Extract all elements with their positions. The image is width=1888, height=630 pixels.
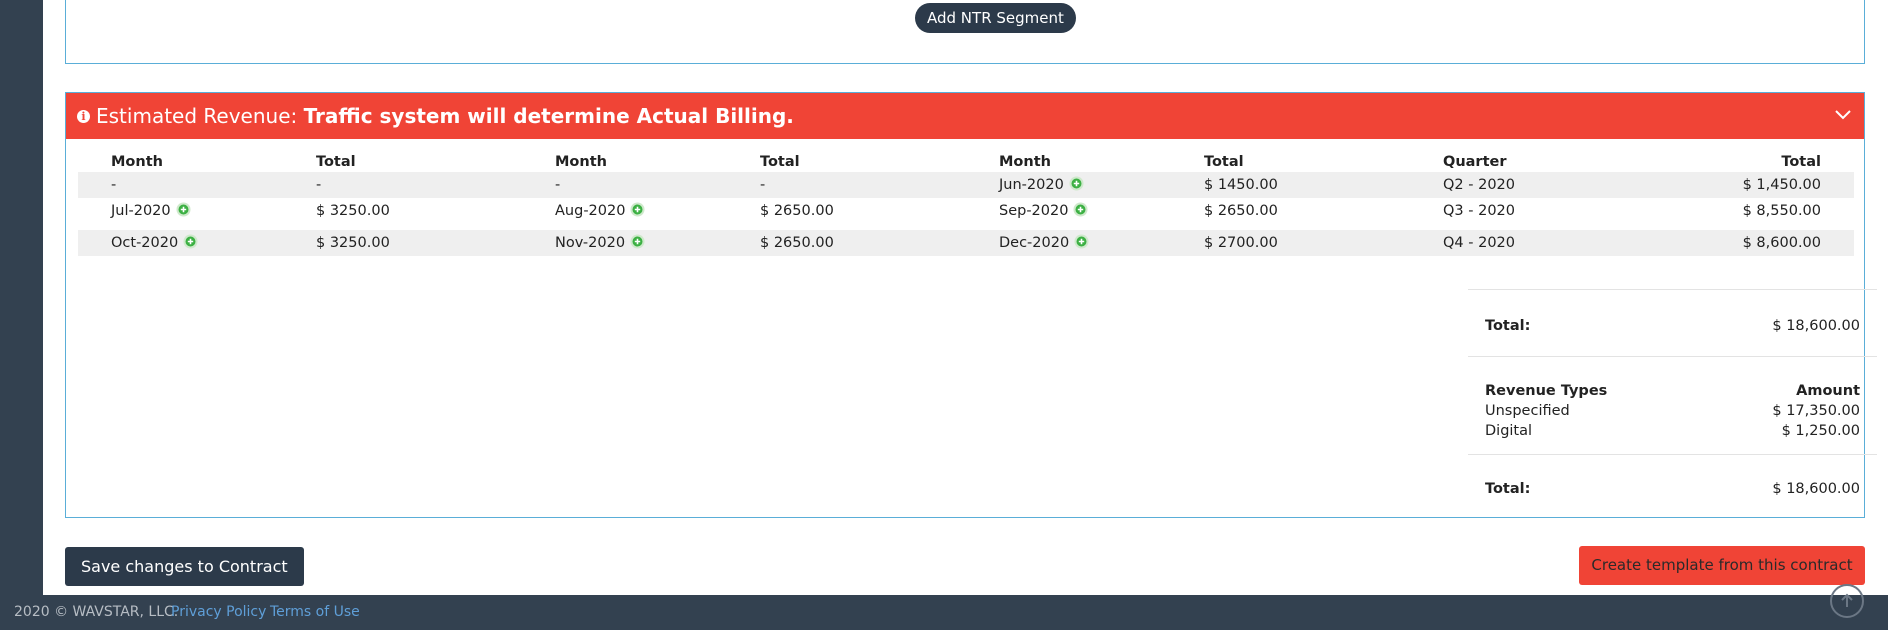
divider — [1468, 356, 1877, 357]
revenue-types-label: Revenue Types — [1485, 383, 1608, 399]
estimated-revenue-title: Estimated Revenue: Traffic system will d… — [96, 104, 794, 128]
plus-circle-icon[interactable] — [630, 202, 645, 217]
grand-total-row: Total: $ 18,600.00 — [1485, 479, 1860, 499]
column-header-total: Total — [316, 154, 356, 170]
total-cell: $ 2700.00 — [1204, 235, 1278, 251]
month-label: Oct-2020 — [111, 235, 179, 251]
divider — [1468, 454, 1877, 455]
month-label: Sep-2020 — [999, 203, 1069, 219]
copyright-text: 2020 © WAVSTAR, LLC. — [14, 604, 179, 620]
create-template-button[interactable]: Create template from this contract — [1579, 546, 1865, 585]
month-cell: Oct-2020 — [111, 230, 198, 256]
summary-total-row: Total: $ 18,600.00 — [1485, 316, 1860, 336]
column-header-quarter: Quarter — [1443, 154, 1507, 170]
table-row: Jul-2020 $ 3250.00 Aug-2020 $ 2650.00 Se… — [78, 198, 1854, 224]
quarter-cell: Q3 - 2020 — [1443, 203, 1515, 219]
amount-label: Amount — [1796, 383, 1860, 399]
revenue-types-header: Revenue Types Amount — [1485, 381, 1860, 401]
month-label: Aug-2020 — [555, 203, 626, 219]
estimated-revenue-header[interactable]: i Estimated Revenue: Traffic system will… — [66, 93, 1864, 139]
total-cell: $ 1450.00 — [1204, 177, 1278, 193]
plus-circle-icon[interactable] — [183, 234, 198, 249]
privacy-policy-link[interactable]: Privacy Policy — [171, 604, 267, 620]
month-cell: Dec-2020 — [999, 230, 1089, 256]
terms-of-use-link[interactable]: Terms of Use — [270, 604, 360, 620]
table-row: - - - - Jun-2020 $ 1450.00 Q2 - 2020 $ 1… — [78, 172, 1854, 198]
quarter-total-cell: $ 8,600.00 — [1742, 235, 1821, 251]
ntr-panel: Add NTR Segment — [65, 0, 1865, 64]
column-header-month: Month — [999, 154, 1051, 170]
estimated-revenue-prefix: Estimated Revenue: — [96, 104, 298, 128]
estimated-revenue-panel: i Estimated Revenue: Traffic system will… — [65, 92, 1877, 518]
total-cell: $ 3250.00 — [316, 235, 390, 251]
revenue-type-amount: $ 1,250.00 — [1781, 423, 1860, 439]
column-header-quarter-total: Total — [1781, 154, 1821, 170]
month-cell: - — [111, 177, 117, 193]
month-cell: Nov-2020 — [555, 230, 645, 256]
column-header-month: Month — [111, 154, 163, 170]
month-cell: - — [555, 177, 561, 193]
plus-circle-icon[interactable] — [1073, 202, 1088, 217]
revenue-type-row: Unspecified $ 17,350.00 — [1485, 401, 1860, 421]
total-cell: $ 2650.00 — [760, 235, 834, 251]
total-cell: $ 2650.00 — [760, 203, 834, 219]
column-header-total: Total — [760, 154, 800, 170]
month-cell: Sep-2020 — [999, 198, 1088, 224]
month-label: Jul-2020 — [111, 203, 171, 219]
month-cell: Jun-2020 — [999, 172, 1084, 198]
plus-circle-icon[interactable] — [176, 202, 191, 217]
scroll-to-top-button[interactable] — [1830, 584, 1864, 618]
month-label: Dec-2020 — [999, 235, 1070, 251]
footer: 2020 © WAVSTAR, LLC. Privacy Policy Term… — [0, 595, 1888, 630]
add-ntr-segment-button[interactable]: Add NTR Segment — [915, 3, 1076, 33]
month-cell: Aug-2020 — [555, 198, 645, 224]
main-content: Add NTR Segment i Estimated Revenue: Tra… — [43, 0, 1888, 595]
total-cell: $ 2650.00 — [1204, 203, 1278, 219]
revenue-table-header: Month Total Month Total Month Total Quar… — [78, 152, 1854, 172]
grand-total-value: $ 18,600.00 — [1772, 481, 1860, 497]
revenue-type-name: Unspecified — [1485, 403, 1570, 419]
month-label: Nov-2020 — [555, 235, 626, 251]
chevron-down-icon[interactable] — [1832, 104, 1854, 126]
plus-circle-icon[interactable] — [1069, 176, 1084, 191]
column-header-month: Month — [555, 154, 607, 170]
info-circle-icon: i — [77, 110, 90, 123]
total-cell: $ 3250.00 — [316, 203, 390, 219]
quarter-cell: Q2 - 2020 — [1443, 177, 1515, 193]
quarter-cell: Q4 - 2020 — [1443, 235, 1515, 251]
month-label: Jun-2020 — [999, 177, 1064, 193]
summary-total-value: $ 18,600.00 — [1772, 318, 1860, 334]
total-cell: - — [760, 177, 766, 193]
quarter-total-cell: $ 8,550.00 — [1742, 203, 1821, 219]
divider — [1468, 289, 1877, 290]
revenue-type-amount: $ 17,350.00 — [1772, 403, 1860, 419]
revenue-type-row: Digital $ 1,250.00 — [1485, 421, 1860, 441]
grand-total-label: Total: — [1485, 481, 1531, 497]
plus-circle-icon[interactable] — [1074, 234, 1089, 249]
revenue-type-name: Digital — [1485, 423, 1533, 439]
table-row: Oct-2020 $ 3250.00 Nov-2020 $ 2650.00 De… — [78, 230, 1854, 256]
plus-circle-icon[interactable] — [630, 234, 645, 249]
revenue-table: Month Total Month Total Month Total Quar… — [78, 152, 1854, 256]
total-cell: - — [316, 177, 322, 193]
save-changes-button[interactable]: Save changes to Contract — [65, 547, 304, 586]
estimated-revenue-emphasis: Traffic system will determine Actual Bil… — [303, 104, 794, 128]
quarter-total-cell: $ 1,450.00 — [1742, 177, 1821, 193]
arrow-up-icon — [1841, 593, 1853, 607]
column-header-total: Total — [1204, 154, 1244, 170]
summary-total-label: Total: — [1485, 318, 1531, 334]
month-cell: Jul-2020 — [111, 198, 191, 224]
